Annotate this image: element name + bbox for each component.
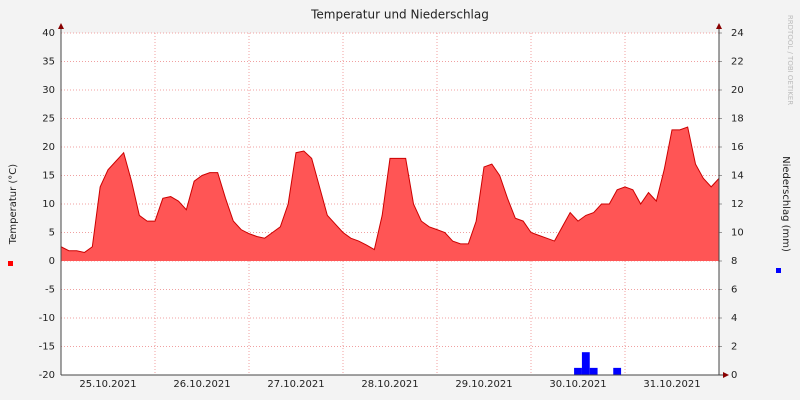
y2-tick-label: 12: [731, 199, 744, 210]
y2-tick-label: 16: [731, 142, 744, 153]
y-tick-label: 15: [42, 171, 55, 182]
temperature-line: [60, 126, 720, 253]
y-tick-label: 0: [49, 256, 55, 267]
y2-tick-label: 4: [731, 313, 737, 324]
y2-axis-label: Niederschlag (mm): [780, 156, 791, 252]
watermark: RRDTOOL / TOBI OETIKER: [786, 15, 794, 105]
y2-tick-label: 22: [731, 57, 744, 68]
y-axis-label: Temperatur (°C): [8, 164, 19, 245]
y2-tick-label: 2: [731, 342, 737, 353]
precipitation-bar: [589, 367, 598, 375]
y-tick-label: -5: [45, 285, 55, 296]
x-tick-label: 30.10.2021: [549, 379, 606, 390]
axis-arrow: [58, 23, 64, 29]
precipitation-bar: [581, 352, 590, 375]
y-tick-label: -15: [39, 342, 55, 353]
x-tick-label: 28.10.2021: [361, 379, 418, 390]
y2-tick-label: 18: [731, 114, 744, 125]
axis-arrow: [723, 372, 729, 378]
y2-tick-label: 0: [731, 370, 737, 381]
x-tick-label: 29.10.2021: [455, 379, 512, 390]
precipitation-bar: [613, 367, 622, 375]
x-tick-label: 26.10.2021: [173, 379, 230, 390]
y2-tick-label: 24: [731, 28, 744, 39]
legend-swatch: [776, 268, 781, 273]
precipitation-bar: [574, 367, 582, 375]
y-tick-label: 5: [49, 228, 55, 239]
y-tick-label: -20: [39, 370, 55, 381]
y-tick-label: 20: [42, 142, 55, 153]
x-tick-label: 27.10.2021: [267, 379, 324, 390]
y2-tick-label: 6: [731, 285, 737, 296]
legend-swatch: [8, 261, 13, 266]
y-tick-label: 40: [42, 28, 55, 39]
y2-tick-label: 8: [731, 256, 737, 267]
y-tick-label: 35: [42, 57, 55, 68]
temperature-area: [61, 127, 719, 261]
y-tick-label: 25: [42, 114, 55, 125]
y-tick-label: 10: [42, 199, 55, 210]
x-tick-label: 25.10.2021: [79, 379, 136, 390]
x-tick-label: 31.10.2021: [643, 379, 700, 390]
y-tick-label: -10: [39, 313, 55, 324]
y2-tick-label: 10: [731, 228, 744, 239]
y2-tick-label: 14: [731, 171, 744, 182]
y2-tick-label: 20: [731, 85, 744, 96]
chart-title: Temperatur und Niederschlag: [310, 8, 489, 22]
axis-arrow: [716, 23, 722, 29]
y-tick-label: 30: [42, 85, 55, 96]
